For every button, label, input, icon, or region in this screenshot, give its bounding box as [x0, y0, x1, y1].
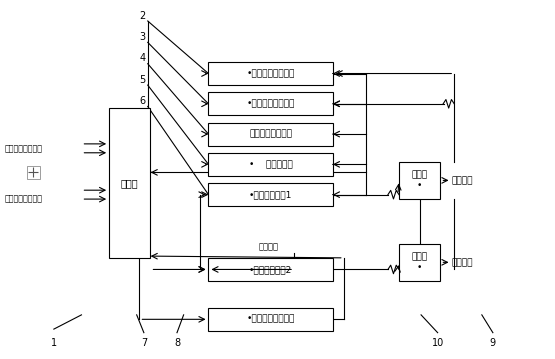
- Text: 被控对象期望指标: 被控对象期望指标: [4, 145, 42, 154]
- Text: 7: 7: [141, 339, 147, 348]
- Text: 去油泵前: 去油泵前: [451, 258, 473, 267]
- Text: 去燃烧室: 去燃烧室: [451, 176, 473, 185]
- Bar: [209, 183, 332, 206]
- Bar: [209, 308, 332, 331]
- Bar: [209, 258, 332, 281]
- Bar: [109, 108, 150, 258]
- Text: 被控对象状态信号: 被控对象状态信号: [4, 195, 42, 204]
- Text: 2: 2: [139, 11, 145, 20]
- Bar: [399, 162, 441, 199]
- Text: •电液控制装置1: •电液控制装置1: [249, 190, 292, 199]
- Text: •计量阀位移传感器: •计量阀位移传感器: [246, 69, 295, 78]
- Text: •    温度传感器: • 温度传感器: [249, 160, 292, 169]
- Bar: [399, 244, 441, 281]
- Text: 3: 3: [139, 32, 145, 42]
- Text: 油源来油: 油源来油: [258, 243, 278, 252]
- Text: •电液控制装置2: •电液控制装置2: [249, 265, 292, 274]
- Bar: [209, 62, 332, 85]
- Text: 5: 5: [139, 75, 145, 85]
- Bar: [209, 92, 332, 115]
- Text: 回油阀
•: 回油阀 •: [412, 253, 428, 272]
- Text: 9: 9: [490, 339, 496, 348]
- Text: 控制器: 控制器: [121, 178, 139, 188]
- Bar: [209, 122, 332, 146]
- Text: 计量前压力传感器: 计量前压力传感器: [249, 130, 292, 139]
- Text: 4: 4: [139, 53, 145, 64]
- Text: 6: 6: [139, 96, 145, 106]
- Text: 1: 1: [51, 339, 57, 348]
- Text: •回油阀位移传感器: •回油阀位移传感器: [246, 315, 295, 324]
- Text: 10: 10: [432, 339, 444, 348]
- Bar: [209, 153, 332, 176]
- Text: 计量阀
•: 计量阀 •: [412, 171, 428, 190]
- Text: 8: 8: [174, 339, 180, 348]
- Bar: [27, 166, 40, 179]
- Text: •计量后压力传感器: •计量后压力传感器: [246, 99, 295, 108]
